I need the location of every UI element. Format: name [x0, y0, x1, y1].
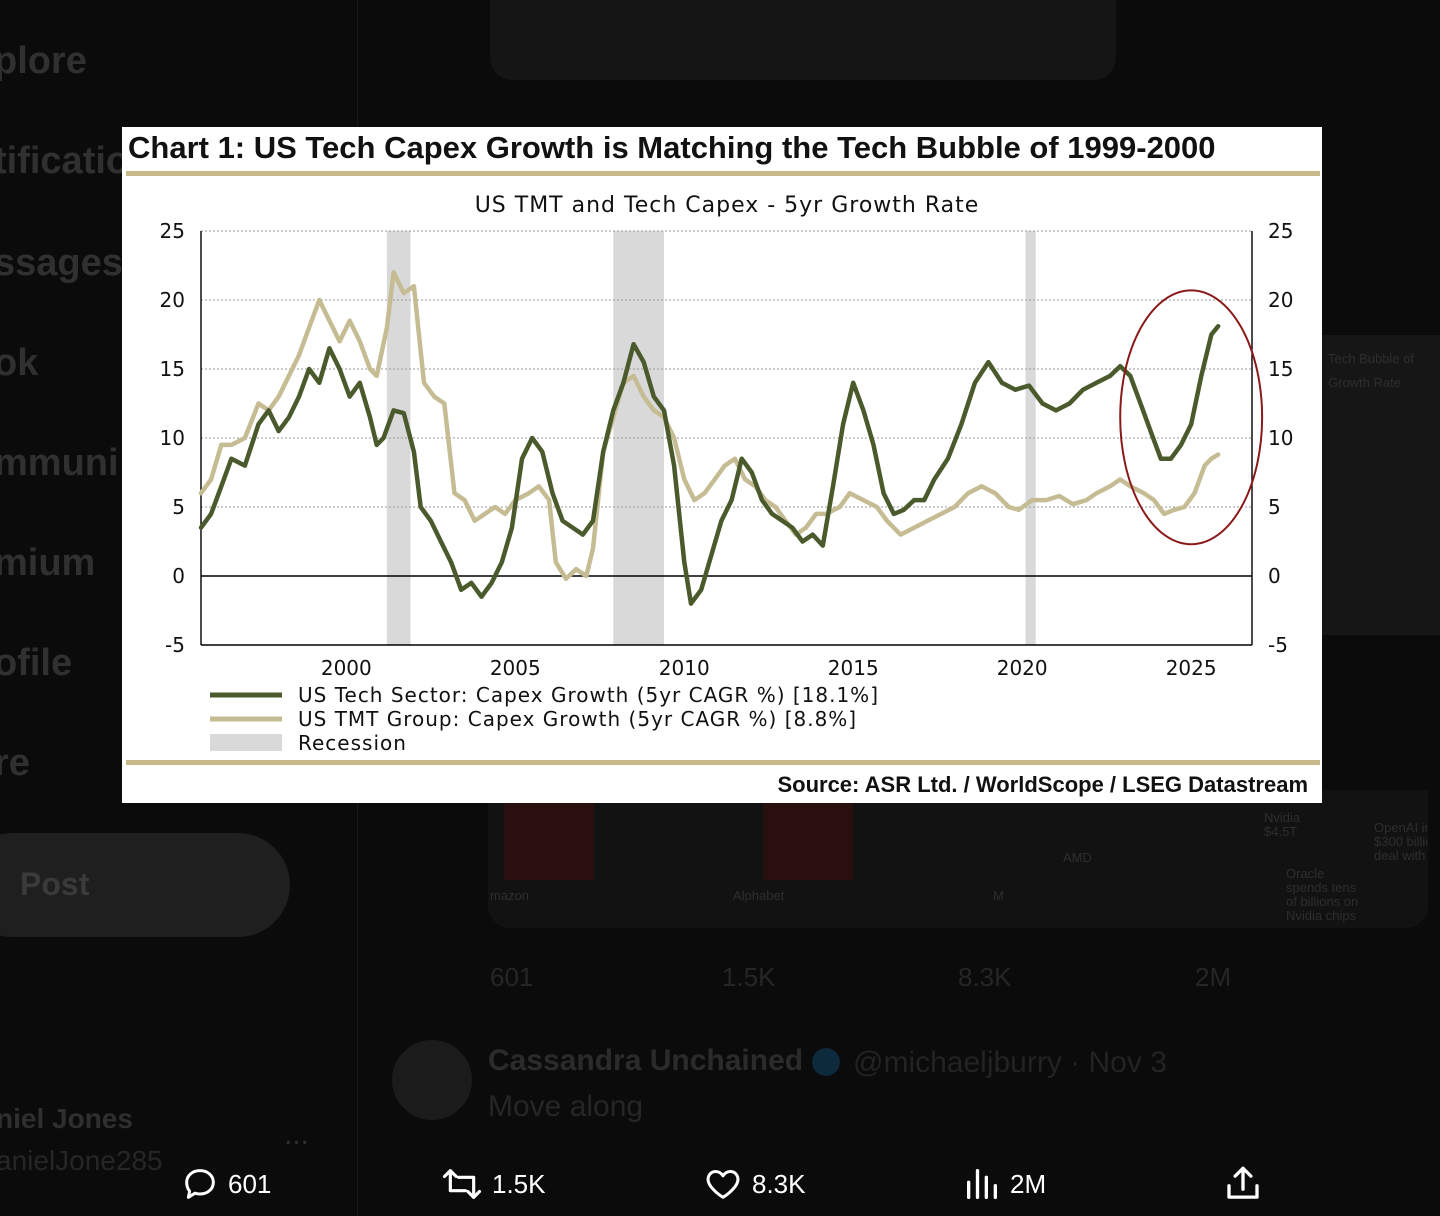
- heart-icon: [706, 1170, 740, 1199]
- background-panel-label: Tech Bubble of: [1328, 351, 1415, 366]
- background-panel-label: Growth Rate: [1328, 375, 1401, 390]
- account-name[interactable]: niel Jones: [0, 1103, 133, 1134]
- x-tick-label: 2015: [828, 656, 879, 680]
- repost-icon: [442, 1169, 482, 1199]
- chart-source: Source: ASR Ltd. / WorldScope / LSEG Dat…: [777, 772, 1308, 797]
- nav-item-grok[interactable]: ok: [0, 342, 39, 384]
- background-media-label: M: [993, 888, 1004, 903]
- footer-rule: [126, 760, 1320, 765]
- y-tick-label-right: 0: [1268, 564, 1281, 588]
- legend-label: US Tech Sector: Capex Growth (5yr CAGR %…: [298, 683, 879, 707]
- repost-count: 1.5K: [492, 1168, 546, 1199]
- nav-item-premium[interactable]: mium: [0, 542, 96, 584]
- post-button[interactable]: [0, 833, 290, 937]
- series-line-tech-sector: [198, 323, 1221, 606]
- views-icon: [967, 1169, 997, 1199]
- y-tick-label-right: 20: [1268, 288, 1293, 312]
- legend-label: US TMT Group: Capex Growth (5yr CAGR %) …: [298, 707, 857, 731]
- nav-item-more[interactable]: re: [0, 742, 30, 784]
- x-tick-label: 2025: [1166, 656, 1217, 680]
- share-icon: [1227, 1166, 1259, 1199]
- nav-item-explore[interactable]: plore: [0, 40, 87, 82]
- nav-item-notifications[interactable]: tificatio: [0, 140, 130, 182]
- y-tick-label-right: 10: [1268, 426, 1293, 450]
- heading-rule: [126, 171, 1320, 176]
- legend-label: Recession: [298, 731, 407, 755]
- x-tick-label: 2020: [997, 656, 1048, 680]
- background-bar: [763, 790, 853, 880]
- chart-title: US TMT and Tech Capex - 5yr Growth Rate: [475, 193, 980, 218]
- background-media-label: $300 billion: [1374, 834, 1428, 849]
- post-button-label: Post: [20, 866, 90, 902]
- background-repost-count: 1.5K: [722, 962, 776, 992]
- background-media-label: spends tens: [1286, 880, 1357, 895]
- views-count: 2M: [1010, 1168, 1047, 1199]
- background-media-label: Oracle: [1286, 866, 1325, 881]
- nav-item-communities[interactable]: mmuni: [0, 442, 119, 484]
- like-count: 8.3K: [752, 1168, 806, 1199]
- y-tick-label-right: 5: [1268, 495, 1281, 519]
- background-reply-count: 601: [490, 962, 534, 992]
- avatar[interactable]: [392, 1040, 472, 1120]
- x-tick-label: 2000: [321, 656, 372, 680]
- reply-user-handle: @michaeljburry · Nov 3: [853, 1046, 1167, 1079]
- background-media-label: Nvidia: [1264, 810, 1301, 825]
- background-view-count: 2M: [1195, 962, 1232, 992]
- y-tick-label-right: 15: [1268, 357, 1293, 381]
- like-action[interactable]: 8.3K: [702, 1160, 806, 1208]
- chart-heading: Chart 1: US Tech Capex Growth is Matchin…: [128, 130, 1216, 165]
- nav-item-profile[interactable]: ofile: [0, 642, 73, 684]
- background-media-label: AMD: [1063, 850, 1092, 865]
- background-media-label: deal with Or: [1374, 848, 1428, 863]
- x-tick-label: 2010: [659, 656, 710, 680]
- y-tick-label-left: 5: [172, 495, 185, 519]
- views-action[interactable]: 2M: [962, 1160, 1046, 1208]
- chart-image[interactable]: Chart 1: US Tech Capex Growth is Matchin…: [122, 127, 1322, 803]
- background-media-label: OpenAI inv: [1374, 820, 1428, 835]
- background-media-top: [490, 0, 1116, 80]
- share-action[interactable]: [1222, 1160, 1264, 1208]
- chart-legend: US Tech Sector: Capex Growth (5yr CAGR %…: [210, 683, 879, 755]
- account-handle: anielJone285: [0, 1145, 163, 1176]
- account-more-icon[interactable]: ...: [284, 1118, 310, 1151]
- series-line-tmt-group: [198, 270, 1221, 582]
- y-tick-label-right: 25: [1268, 219, 1293, 243]
- background-media-label: Alphabet: [733, 888, 785, 903]
- reply-action[interactable]: 601: [180, 1160, 271, 1208]
- chart-svg: Chart 1: US Tech Capex Growth is Matchin…: [126, 130, 1320, 797]
- reply-icon: [185, 1169, 215, 1199]
- y-tick-label-left: 20: [160, 288, 185, 312]
- background-media-label: mazon: [490, 888, 530, 903]
- repost-action[interactable]: 1.5K: [440, 1160, 546, 1208]
- y-tick-label-left: 10: [160, 426, 185, 450]
- verified-badge-icon: [812, 1048, 840, 1076]
- background-bar: [504, 790, 594, 880]
- background-media-label: Nvidia chips: [1286, 908, 1357, 923]
- y-tick-label-left: 25: [160, 219, 185, 243]
- y-tick-label-left: -5: [165, 633, 185, 657]
- reply-text: Move along: [488, 1090, 644, 1123]
- background-chart-panel: Tech Bubble of Growth Rate: [1320, 335, 1440, 635]
- background-media: mazon Alphabet M Nvidia $4.5T OpenAI inv…: [488, 790, 1428, 928]
- background-media-label: $4.5T: [1264, 824, 1298, 839]
- background-like-count: 8.3K: [958, 962, 1012, 992]
- highlight-ellipse: [1119, 289, 1264, 546]
- background-media-label: of billions on: [1286, 894, 1359, 909]
- nav-item-messages[interactable]: ssages: [0, 242, 123, 284]
- reply-count: 601: [228, 1168, 272, 1199]
- legend-swatch: [210, 734, 282, 751]
- y-tick-label-left: 15: [160, 357, 185, 381]
- x-tick-label: 2005: [490, 656, 541, 680]
- reply-user-name[interactable]: Cassandra Unchained: [488, 1044, 804, 1077]
- y-tick-label-left: 0: [172, 564, 185, 588]
- y-tick-label-right: -5: [1268, 633, 1288, 657]
